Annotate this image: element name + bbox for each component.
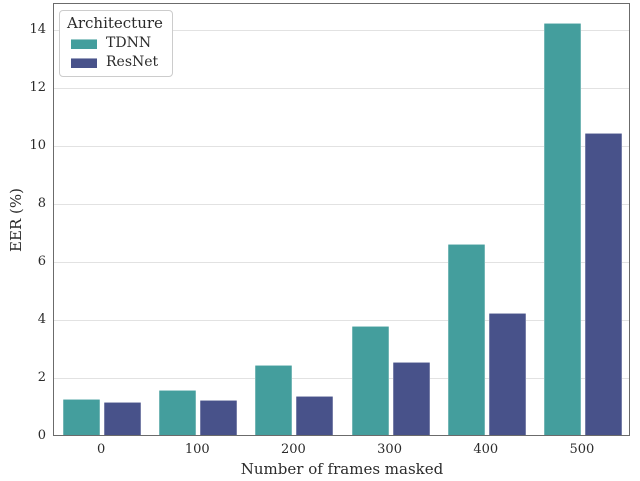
tdnn-color-swatch-icon [71,38,97,49]
y-tick-label-4: 4 [37,311,46,327]
legend-label-resnet: ResNet [106,54,159,70]
bar-tdnn-500 [543,23,581,435]
legend: Architecture TDNN ResNet [59,10,173,77]
bar-tdnn-400 [447,244,485,435]
x-tick-label-0: 0 [96,442,106,457]
x-tick-label-500: 500 [569,442,595,457]
y-tick-label-2: 2 [37,369,46,385]
y-tick-label-8: 8 [37,195,46,211]
bar-tdnn-100 [159,390,197,435]
legend-label-tdnn: TDNN [106,35,152,51]
x-tick-label-300: 300 [377,442,402,457]
y-tick-label-6: 6 [37,253,46,269]
y-tick-label-14: 14 [29,21,46,37]
resnet-color-swatch-icon [71,57,97,68]
plot-area [53,3,630,436]
x-tick-label-200: 200 [280,442,306,457]
bar-resnet-100 [200,400,238,435]
gridline-y-14 [54,29,629,31]
gridline-y-6 [54,261,629,263]
x-axis-label: Number of frames masked [240,460,444,478]
bar-resnet-500 [584,133,622,435]
legend-title: Architecture [67,14,163,32]
gridline-y-8 [54,203,629,205]
bar-tdnn-300 [351,326,389,435]
y-tick-label-10: 10 [29,137,46,153]
legend-item-resnet: ResNet [67,54,163,71]
gridline-y-12 [54,87,629,89]
y-tick-label-0: 0 [37,428,46,443]
legend-item-tdnn: TDNN [67,35,163,52]
bar-tdnn-200 [255,365,293,435]
x-tick-label-100: 100 [184,442,210,457]
bar-resnet-200 [296,396,334,435]
bar-resnet-400 [488,313,526,435]
bar-resnet-0 [104,402,142,435]
gridline-y-2 [54,377,629,379]
x-tick-label-400: 400 [473,442,499,457]
y-tick-label-12: 12 [29,79,46,95]
y-axis-label: EER (%) [7,188,25,252]
bar-tdnn-0 [63,399,101,435]
gridline-y-4 [54,319,629,321]
bar-resnet-300 [392,362,430,435]
gridline-y-10 [54,145,629,147]
